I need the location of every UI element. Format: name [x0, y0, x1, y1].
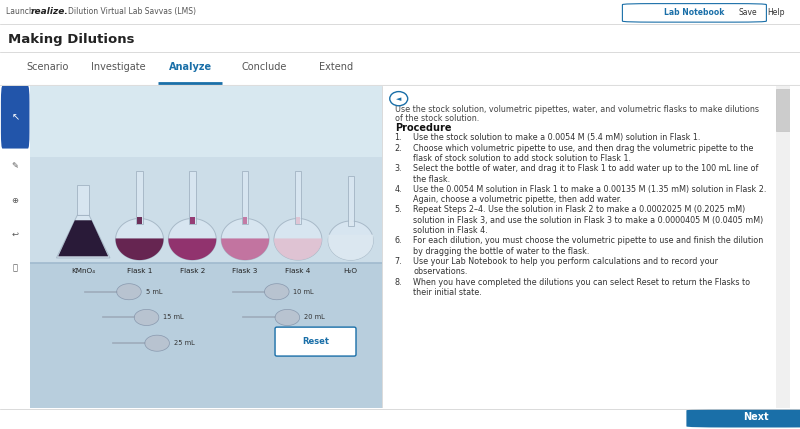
Text: Use your Lab Notebook to help you perform calculations and to record your: Use your Lab Notebook to help you perfor…: [413, 257, 718, 266]
Text: ↩: ↩: [12, 230, 18, 238]
Text: solution in Flask 3, and use the solution in Flask 3 to make a 0.0000405 M (0.04: solution in Flask 3, and use the solutio…: [413, 216, 763, 225]
Text: Investigate: Investigate: [91, 62, 146, 72]
Text: ✎: ✎: [12, 162, 18, 171]
Text: Use the 0.0054 M solution in Flask 1 to make a 0.00135 M (1.35 mM) solution in F: Use the 0.0054 M solution in Flask 1 to …: [413, 185, 766, 194]
Polygon shape: [190, 217, 194, 224]
FancyBboxPatch shape: [686, 409, 800, 427]
Polygon shape: [117, 284, 142, 300]
Text: Lab Notebook: Lab Notebook: [664, 8, 725, 17]
Text: Use the stock solution, volumetric pipettes, water, and volumetric flasks to mak: Use the stock solution, volumetric pipet…: [394, 105, 758, 114]
Text: the flask.: the flask.: [413, 175, 450, 184]
Text: solution in Flask 4.: solution in Flask 4.: [413, 226, 488, 235]
Polygon shape: [265, 284, 289, 300]
Text: 7.: 7.: [394, 257, 402, 266]
Text: ↖: ↖: [11, 112, 19, 122]
Polygon shape: [274, 218, 322, 260]
Polygon shape: [30, 263, 382, 408]
FancyBboxPatch shape: [275, 327, 356, 356]
Text: ◄: ◄: [396, 96, 402, 102]
Text: Making Dilutions: Making Dilutions: [8, 33, 134, 45]
Text: Procedure: Procedure: [394, 123, 451, 133]
Text: 5.: 5.: [394, 205, 402, 214]
Polygon shape: [78, 184, 89, 215]
Text: flask of stock solution to add stock solution to Flask 1.: flask of stock solution to add stock sol…: [413, 154, 631, 163]
Polygon shape: [30, 86, 382, 263]
Polygon shape: [275, 309, 300, 326]
Text: Flask 1: Flask 1: [127, 268, 152, 274]
Polygon shape: [296, 217, 300, 224]
Text: 5 mL: 5 mL: [146, 289, 162, 295]
Text: of the stock solution.: of the stock solution.: [394, 114, 479, 123]
Text: Flask 4: Flask 4: [286, 268, 310, 274]
Text: 10 mL: 10 mL: [294, 289, 314, 295]
FancyBboxPatch shape: [622, 3, 766, 22]
Polygon shape: [274, 239, 322, 260]
Polygon shape: [115, 239, 163, 260]
Polygon shape: [221, 239, 269, 260]
Polygon shape: [349, 220, 353, 226]
Text: their initial state.: their initial state.: [413, 288, 482, 297]
Polygon shape: [30, 86, 382, 157]
Polygon shape: [136, 171, 143, 224]
Polygon shape: [328, 235, 374, 260]
Text: 4.: 4.: [394, 185, 402, 194]
Text: For each dilution, you must choose the volumetric pipette to use and finish the : For each dilution, you must choose the v…: [413, 236, 763, 245]
Circle shape: [390, 91, 408, 106]
Polygon shape: [294, 171, 302, 224]
Text: Use the stock solution to make a 0.0054 M (5.4 mM) solution in Flask 1.: Use the stock solution to make a 0.0054 …: [413, 133, 700, 142]
Text: 2.: 2.: [394, 144, 402, 153]
Polygon shape: [189, 171, 196, 224]
Text: Flask 2: Flask 2: [180, 268, 205, 274]
Text: 6.: 6.: [394, 236, 402, 245]
Text: observations.: observations.: [413, 267, 467, 276]
Text: ⊕: ⊕: [12, 196, 18, 205]
Text: Repeat Steps 2–4. Use the solution in Flask 2 to make a 0.0002025 M (0.2025 mM): Repeat Steps 2–4. Use the solution in Fl…: [413, 205, 746, 214]
Polygon shape: [348, 176, 354, 226]
Text: Dilution Virtual Lab Savvas (LMS): Dilution Virtual Lab Savvas (LMS): [68, 7, 196, 16]
Text: KMnO₄: KMnO₄: [71, 268, 95, 274]
Text: Reset: Reset: [302, 337, 329, 346]
Text: H₂O: H₂O: [344, 268, 358, 274]
Text: Next: Next: [743, 412, 770, 423]
Polygon shape: [138, 217, 142, 224]
Polygon shape: [242, 171, 249, 224]
Text: Save: Save: [738, 8, 758, 17]
Text: When you have completed the dilutions you can select Reset to return the Flasks : When you have completed the dilutions yo…: [413, 278, 750, 287]
Text: Launch: Launch: [6, 7, 37, 16]
Text: Flask 3: Flask 3: [233, 268, 258, 274]
Text: 25 mL: 25 mL: [174, 340, 194, 346]
Text: Scenario: Scenario: [27, 62, 69, 72]
Text: 15 mL: 15 mL: [163, 314, 184, 320]
Polygon shape: [134, 309, 159, 326]
Text: 8.: 8.: [394, 278, 402, 287]
Polygon shape: [169, 218, 216, 260]
FancyBboxPatch shape: [776, 89, 790, 131]
Text: Choose which volumetric pipette to use, and then drag the volumetric pipette to : Choose which volumetric pipette to use, …: [413, 144, 754, 153]
Text: Help: Help: [767, 8, 785, 17]
Text: Extend: Extend: [319, 62, 353, 72]
FancyBboxPatch shape: [776, 86, 790, 408]
Polygon shape: [145, 335, 170, 351]
Text: by dragging the bottle of water to the flask.: by dragging the bottle of water to the f…: [413, 247, 590, 256]
Polygon shape: [222, 218, 269, 260]
Text: ⬛: ⬛: [13, 263, 18, 272]
Polygon shape: [328, 221, 374, 260]
Polygon shape: [243, 217, 247, 224]
Polygon shape: [58, 220, 108, 256]
Polygon shape: [57, 215, 110, 258]
Text: 1.: 1.: [394, 133, 402, 142]
Polygon shape: [168, 239, 216, 260]
Text: 20 mL: 20 mL: [304, 314, 325, 320]
Text: Conclude: Conclude: [242, 62, 286, 72]
Text: realize.: realize.: [30, 7, 68, 16]
Text: Again, choose a volumetric pipette, then add water.: Again, choose a volumetric pipette, then…: [413, 195, 622, 204]
Polygon shape: [116, 218, 163, 260]
FancyBboxPatch shape: [1, 86, 30, 148]
Text: Select the bottle of water, and drag it to Flask 1 to add water up to the 100 mL: Select the bottle of water, and drag it …: [413, 164, 758, 173]
Text: 3.: 3.: [394, 164, 402, 173]
Text: Analyze: Analyze: [169, 62, 212, 72]
